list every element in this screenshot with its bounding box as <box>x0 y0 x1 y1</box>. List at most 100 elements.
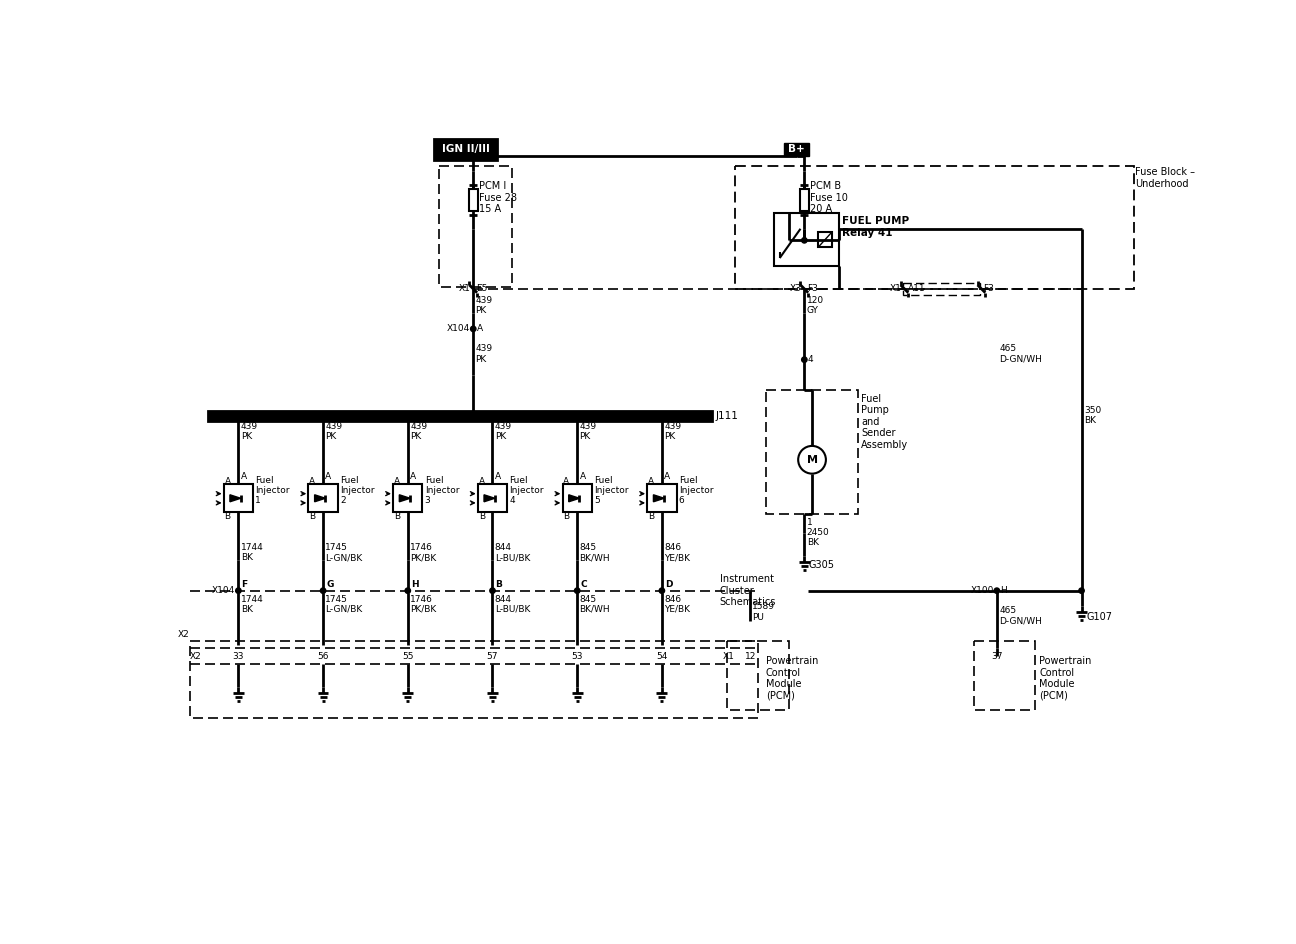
Bar <box>774 213 839 266</box>
Bar <box>766 391 858 514</box>
Text: 37: 37 <box>991 651 1003 661</box>
Text: H: H <box>1001 586 1007 595</box>
Bar <box>784 143 809 157</box>
Bar <box>973 641 1036 710</box>
Text: 33: 33 <box>233 651 244 661</box>
Circle shape <box>320 588 325 594</box>
Text: G: G <box>327 581 333 589</box>
Bar <box>903 282 980 295</box>
Text: FUEL PUMP
Relay 41: FUEL PUMP Relay 41 <box>842 216 910 238</box>
Circle shape <box>660 588 665 594</box>
Text: 439
PK: 439 PK <box>476 295 492 315</box>
Circle shape <box>660 413 665 418</box>
Circle shape <box>490 413 495 418</box>
Text: IGN II/III: IGN II/III <box>442 144 490 155</box>
Circle shape <box>406 413 411 418</box>
Text: 439
PK: 439 PK <box>495 422 512 442</box>
Text: Fuel
Injector
1: Fuel Injector 1 <box>255 476 290 505</box>
Polygon shape <box>229 495 241 502</box>
Text: A: A <box>495 472 502 481</box>
Text: Instrument
Cluster
Schematics: Instrument Cluster Schematics <box>719 574 776 607</box>
Text: Fuel
Injector
5: Fuel Injector 5 <box>594 476 629 505</box>
Text: IGN II/III: IGN II/III <box>438 143 492 156</box>
Text: 54: 54 <box>656 651 667 661</box>
Bar <box>562 484 592 513</box>
Text: 845
BK/WH: 845 BK/WH <box>579 543 610 563</box>
Text: X1: X1 <box>889 283 901 293</box>
Text: A: A <box>325 472 332 481</box>
Text: A: A <box>241 472 246 481</box>
Circle shape <box>236 413 241 418</box>
Polygon shape <box>315 495 325 502</box>
Circle shape <box>320 413 325 418</box>
Text: B: B <box>394 513 400 521</box>
Polygon shape <box>399 495 410 502</box>
Bar <box>735 165 1134 289</box>
Text: Fuel
Injector
3: Fuel Injector 3 <box>425 476 459 505</box>
Polygon shape <box>569 495 579 502</box>
Bar <box>191 641 758 717</box>
Bar <box>224 484 253 513</box>
Text: B: B <box>478 513 485 521</box>
Text: Fuel
Injector
2: Fuel Injector 2 <box>340 476 375 505</box>
Text: 846
YE/BK: 846 YE/BK <box>664 595 691 614</box>
Circle shape <box>490 588 495 594</box>
Text: A: A <box>394 477 400 486</box>
Text: F: F <box>241 581 248 589</box>
Text: 845
BK/WH: 845 BK/WH <box>579 595 610 614</box>
Text: G305: G305 <box>809 560 835 570</box>
Text: 1589
PU: 1589 PU <box>752 602 775 622</box>
Circle shape <box>406 588 411 594</box>
Text: Powertrain
Control
Module
(PCM): Powertrain Control Module (PCM) <box>1039 656 1091 701</box>
Text: C: C <box>581 581 587 589</box>
Circle shape <box>802 357 807 362</box>
Text: H: H <box>411 581 419 589</box>
Text: 55: 55 <box>402 651 413 661</box>
Text: X104: X104 <box>213 586 236 595</box>
Text: X104: X104 <box>447 325 470 333</box>
Text: X2: X2 <box>191 652 202 662</box>
Circle shape <box>574 413 579 418</box>
Text: X2: X2 <box>178 631 191 639</box>
Text: A: A <box>648 477 654 486</box>
Text: 1744
BK: 1744 BK <box>241 595 263 614</box>
Text: 1: 1 <box>806 517 813 527</box>
Bar <box>441 143 490 157</box>
Text: 1745
L-GN/BK: 1745 L-GN/BK <box>325 543 363 563</box>
Text: X3: X3 <box>789 283 801 293</box>
Text: E5: E5 <box>477 283 487 293</box>
Circle shape <box>1078 588 1085 594</box>
Circle shape <box>994 588 999 594</box>
Text: 844
L-BU/BK: 844 L-BU/BK <box>495 543 530 563</box>
Text: D: D <box>665 581 673 589</box>
Text: Fuel
Pump
and
Sender
Assembly: Fuel Pump and Sender Assembly <box>862 394 908 450</box>
Text: A: A <box>310 477 315 486</box>
Text: 465
D-GN/WH: 465 D-GN/WH <box>999 345 1042 363</box>
Text: 1746
PK/BK: 1746 PK/BK <box>410 595 437 614</box>
Text: 350
BK: 350 BK <box>1083 406 1102 426</box>
Text: M: M <box>806 455 818 464</box>
Text: Fuel
Injector
6: Fuel Injector 6 <box>679 476 713 505</box>
Text: B: B <box>564 513 569 521</box>
Bar <box>647 484 677 513</box>
Text: 12: 12 <box>745 651 756 661</box>
Circle shape <box>470 327 476 331</box>
Text: 1745
L-GN/BK: 1745 L-GN/BK <box>325 595 363 614</box>
Text: 439
PK: 439 PK <box>579 422 596 442</box>
Text: 846
YE/BK: 846 YE/BK <box>664 543 691 563</box>
Bar <box>393 484 422 513</box>
Text: A: A <box>224 477 231 486</box>
Text: A: A <box>564 477 569 486</box>
Text: Powertrain
Control
Module
(PCM): Powertrain Control Module (PCM) <box>766 656 818 701</box>
Text: B: B <box>495 581 503 589</box>
Text: PCM B
Fuse 10
20 A: PCM B Fuse 10 20 A <box>810 181 849 214</box>
Polygon shape <box>653 495 664 502</box>
Text: B: B <box>310 513 315 521</box>
Text: PCM I
Fuse 28
15 A: PCM I Fuse 28 15 A <box>480 181 517 214</box>
Text: 844
L-BU/BK: 844 L-BU/BK <box>495 595 530 614</box>
Text: A: A <box>410 472 416 481</box>
Bar <box>308 484 338 513</box>
Bar <box>207 412 712 420</box>
Bar <box>438 165 512 287</box>
Text: 53: 53 <box>572 651 583 661</box>
